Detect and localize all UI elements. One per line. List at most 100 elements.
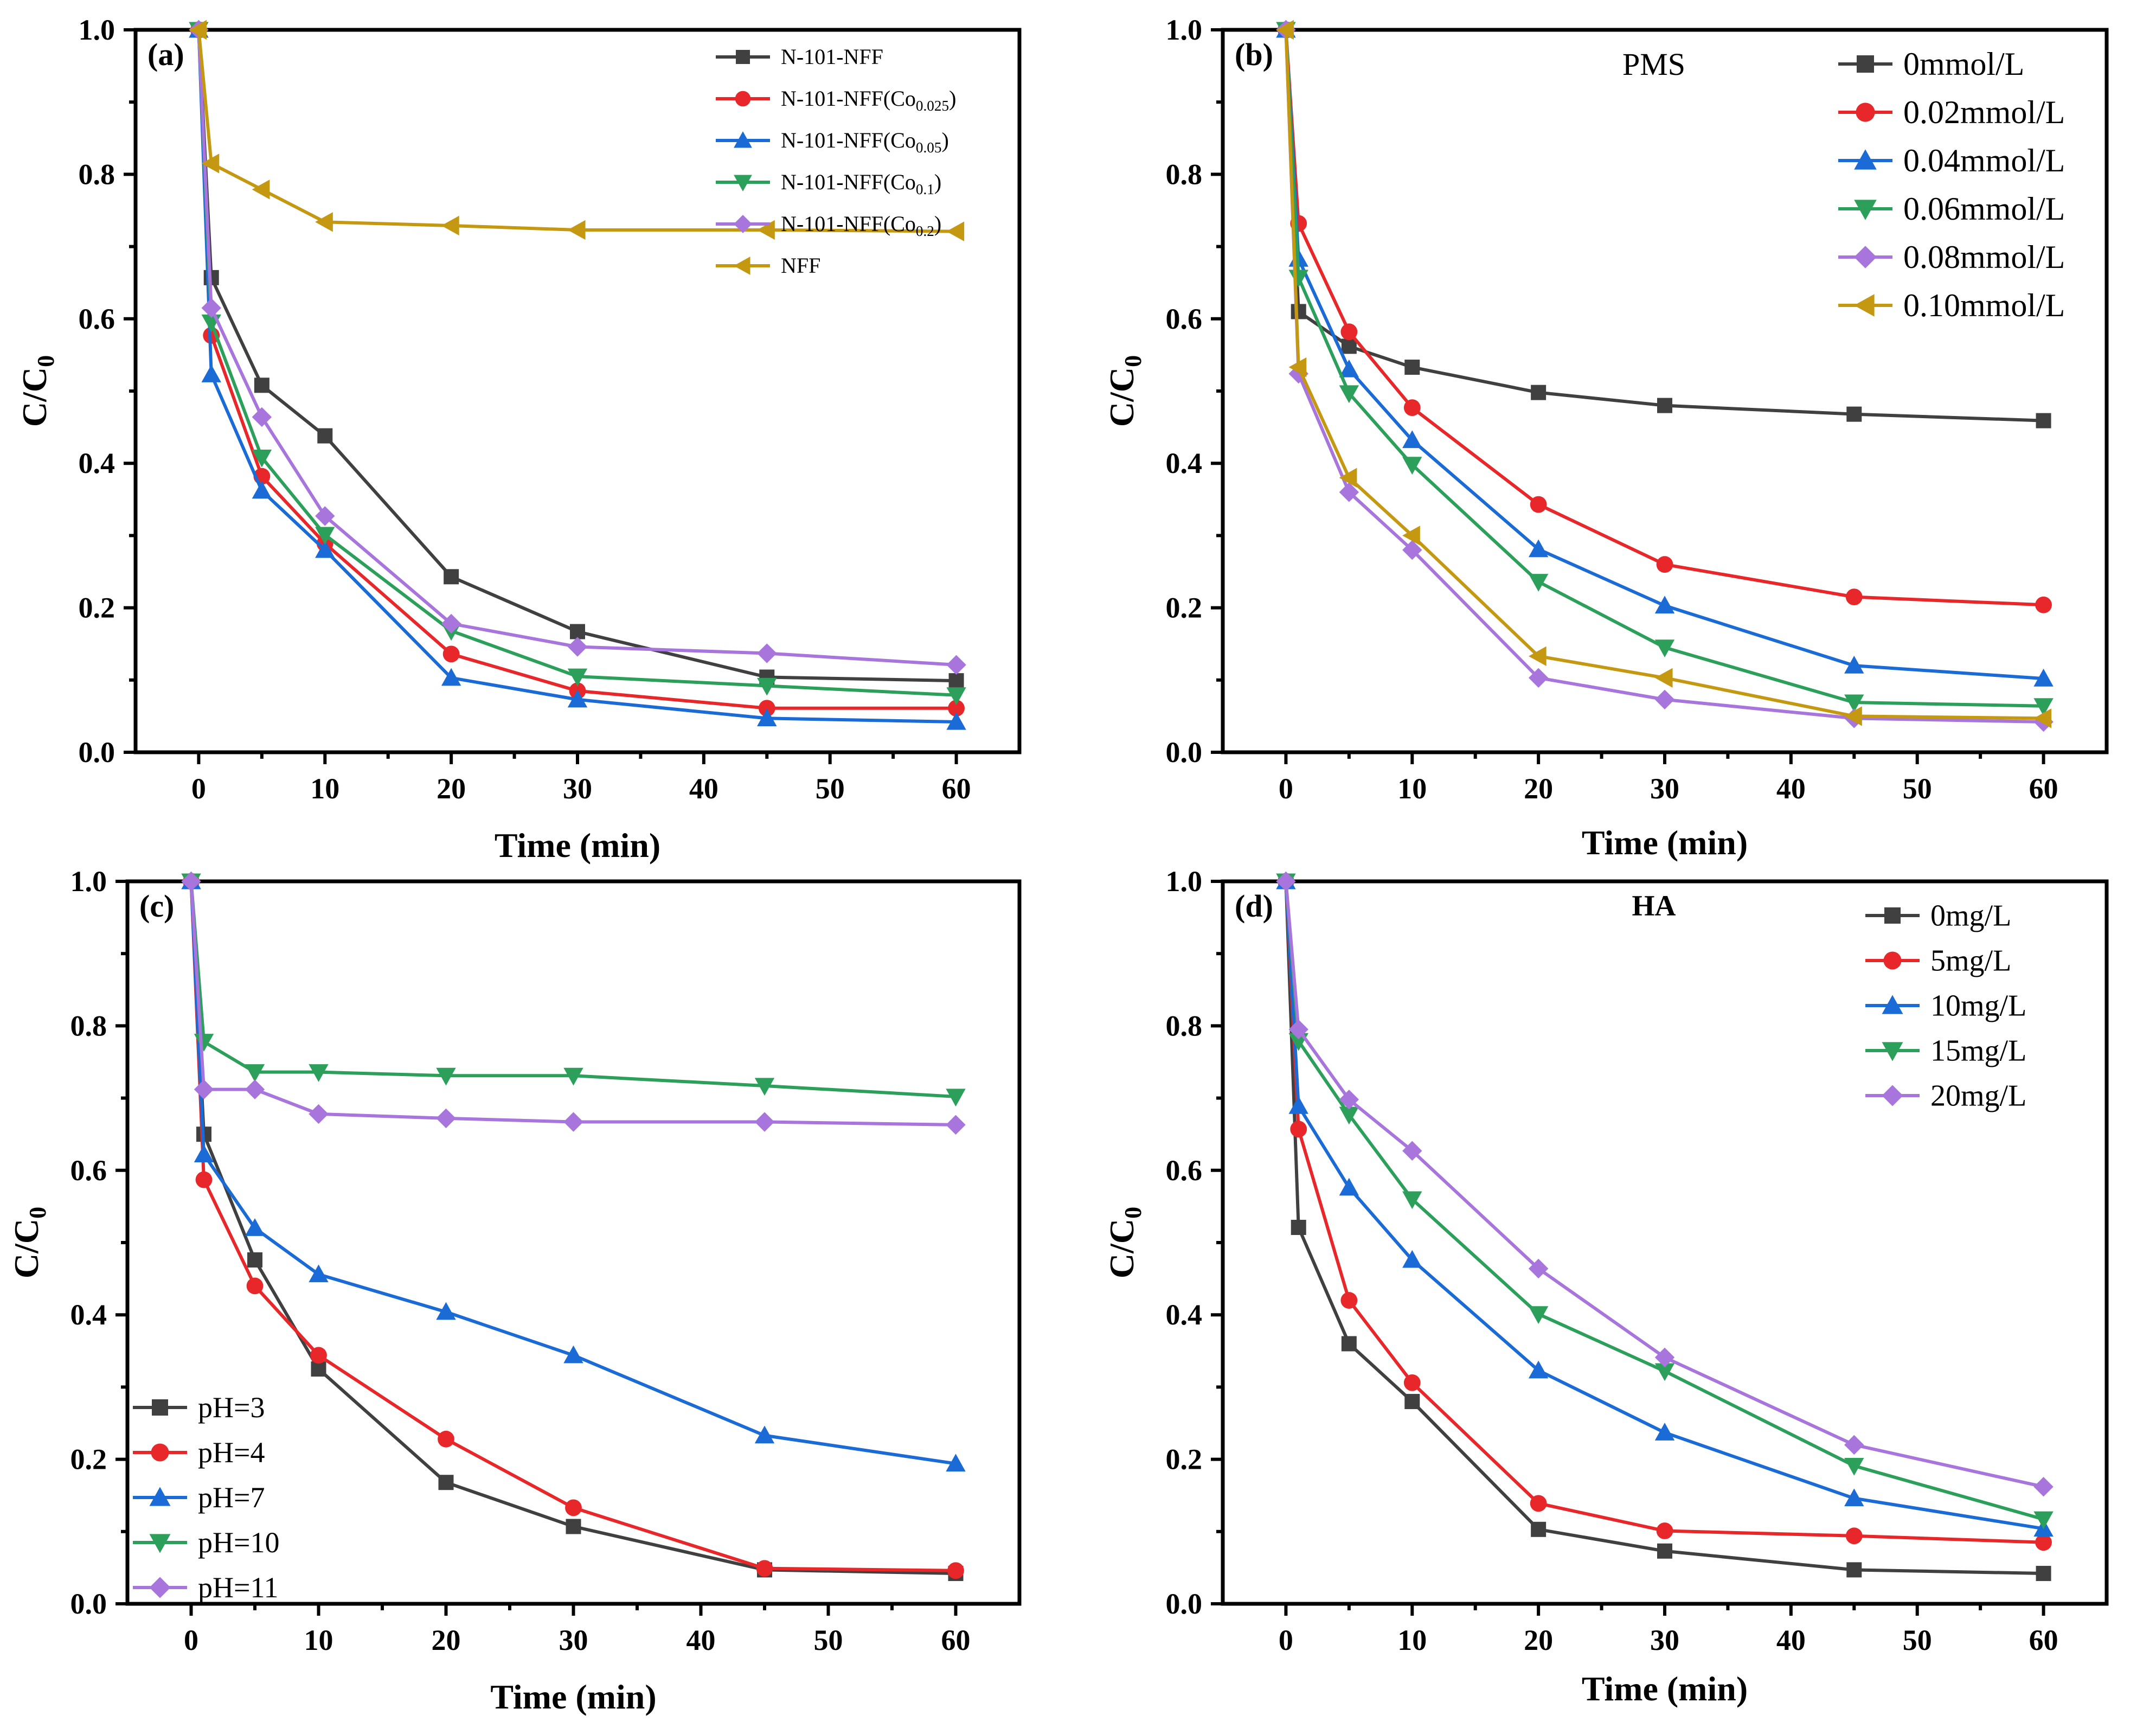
data-point	[245, 1218, 265, 1236]
x-tick-label: 30	[1650, 772, 1679, 805]
data-point	[311, 1361, 326, 1377]
legend-label-main: 0.06mmol/L	[1903, 191, 2065, 227]
legend: pH=3 pH=4 pH=7 pH=10 pH=11	[133, 1391, 279, 1604]
panel-label: (a)	[147, 37, 184, 72]
y-tick-label: 0.8	[79, 158, 116, 190]
panel-label: (d)	[1235, 888, 1273, 924]
legend-marker	[735, 91, 751, 107]
panel-annotation: HA	[1632, 889, 1676, 922]
legend-marker	[1882, 1085, 1903, 1106]
series-line	[1284, 881, 2044, 1531]
data-point	[252, 407, 272, 427]
data-point	[1402, 457, 1422, 475]
data-point	[438, 1430, 454, 1448]
y-axis-title-main: C/C	[1102, 367, 1141, 427]
data-point	[181, 871, 201, 892]
data-point	[1339, 385, 1359, 404]
legend-marker	[1854, 246, 1877, 268]
legend-marker	[1884, 907, 1901, 924]
series-line	[1284, 881, 2044, 1544]
data-point	[1341, 1336, 1357, 1352]
legend: N-101-NFFN-101-NFF(Co0.025)N-101-NFF(Co0…	[716, 44, 956, 278]
data-point	[1528, 539, 1549, 558]
data-point	[570, 624, 585, 639]
legend-label: 0.02mmol/L	[1903, 94, 2065, 130]
y-axis-title-subscript: 0	[1120, 1207, 1146, 1219]
y-tick-label: 0.4	[1166, 1298, 1203, 1331]
data-point	[1654, 689, 1675, 709]
data-point	[1654, 596, 1675, 614]
legend-label-subscript: 0.2	[916, 223, 934, 239]
series-line	[197, 29, 957, 233]
y-tick-label: 0.0	[70, 1588, 107, 1620]
data-point	[2036, 1566, 2051, 1582]
data-point	[1340, 1292, 1358, 1309]
legend-label-main: pH=7	[198, 1481, 265, 1514]
legend-label: 0.08mmol/L	[1903, 239, 2065, 275]
data-point	[310, 1347, 327, 1364]
series-6	[1276, 20, 2052, 728]
legend-marker	[151, 1443, 169, 1462]
x-tick-label: 40	[1776, 1624, 1806, 1656]
data-point	[189, 20, 207, 40]
data-point	[567, 637, 588, 657]
data-point	[1339, 1090, 1359, 1110]
data-point	[441, 215, 459, 236]
legend-marker	[1854, 294, 1875, 317]
y-tick-label: 0.2	[1166, 592, 1203, 624]
y-tick-label: 0.0	[79, 736, 116, 769]
data-point	[1339, 1177, 1359, 1196]
data-point	[565, 1499, 582, 1516]
y-tick-label: 0.6	[70, 1154, 107, 1187]
data-point	[441, 613, 461, 634]
y-tick-label: 0.6	[79, 303, 116, 335]
legend-label-main: NFF	[781, 253, 820, 278]
chart-panel-3: 0 10 20 30 40 50 60 0.0 0.2 0.4 0.6 0.8 1.0 Time (min…	[7, 865, 1022, 1716]
series-line	[197, 29, 957, 683]
data-point	[2033, 668, 2054, 687]
legend-label: pH=3	[198, 1391, 265, 1424]
series-2	[183, 873, 964, 1579]
y-axis-title-subscript: 0	[1120, 355, 1146, 367]
legend-label-main: pH=4	[198, 1436, 265, 1469]
y-tick-label: 0.0	[1166, 1588, 1203, 1620]
data-point	[436, 1302, 456, 1320]
x-tick-label: 10	[1397, 772, 1427, 805]
data-point	[1657, 1543, 1672, 1559]
data-point	[1290, 1121, 1307, 1138]
data-point	[1402, 1250, 1422, 1268]
y-tick-label: 0.6	[1166, 303, 1203, 335]
x-axis-title: Time (min)	[1582, 1669, 1748, 1708]
data-point	[1339, 1106, 1359, 1125]
series-line	[1284, 29, 2044, 724]
data-point	[441, 668, 461, 686]
data-point	[566, 1519, 581, 1534]
chart-panel-1: 0 10 20 30 40 50 60 0.0 0.2 0.4 0.6 0.8 1.0 Time (min…	[15, 14, 1022, 865]
y-tick-label: 0.2	[1166, 1443, 1203, 1476]
legend-marker	[149, 1534, 171, 1553]
data-point	[1528, 646, 1547, 667]
legend-label: 15mg/L	[1930, 1034, 2026, 1067]
data-point	[1276, 871, 1296, 892]
x-axis-title: Time (min)	[490, 1678, 656, 1716]
data-point	[2036, 413, 2051, 428]
data-point	[1844, 1435, 1864, 1455]
data-point	[567, 668, 588, 687]
data-point	[1288, 357, 1307, 377]
legend-marker	[1854, 200, 1877, 220]
data-point	[946, 221, 965, 241]
data-point	[1528, 1360, 1549, 1379]
x-tick-label: 50	[814, 1624, 843, 1656]
series-5	[181, 871, 966, 1135]
data-point	[2033, 1477, 2054, 1497]
y-axis-title: C/C0	[1102, 355, 1146, 427]
data-point	[315, 527, 335, 545]
data-point	[201, 153, 220, 174]
y-tick-label: 0.8	[1166, 158, 1203, 190]
data-point	[1339, 468, 1357, 488]
data-point	[1339, 359, 1359, 377]
series-line	[189, 881, 956, 1572]
legend-label-main: 20mg/L	[1930, 1079, 2026, 1112]
data-point	[1404, 360, 1420, 375]
